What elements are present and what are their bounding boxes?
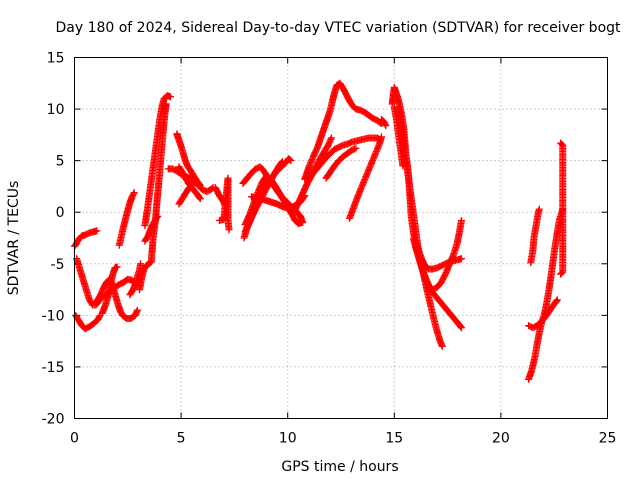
- data-series: [147, 100, 170, 266]
- data-point-marker: [129, 190, 137, 198]
- data-series: [175, 179, 198, 208]
- data-series: [301, 79, 386, 183]
- data-series: [141, 92, 174, 230]
- y-tick-label: 15: [47, 51, 65, 67]
- data-point-marker: [381, 120, 389, 128]
- y-tick-label: -20: [42, 412, 65, 428]
- data-point-marker: [438, 342, 446, 350]
- data-point-marker: [553, 296, 561, 304]
- data-point-marker: [553, 297, 561, 305]
- x-tick-label: 10: [279, 431, 297, 447]
- y-tick-label: -15: [42, 360, 65, 376]
- data-point-marker: [225, 226, 233, 234]
- data-point-marker: [378, 133, 386, 141]
- data-series: [322, 144, 360, 182]
- data-series: [412, 243, 465, 332]
- data-point-marker: [278, 159, 286, 167]
- data-series: [215, 174, 233, 234]
- data-point-marker: [196, 195, 204, 203]
- data-point-marker: [189, 180, 197, 188]
- data-point-marker: [278, 158, 286, 166]
- x-axis-label: GPS time / hours: [281, 459, 398, 475]
- y-tick-label: -5: [51, 257, 65, 273]
- data-point-marker: [166, 93, 174, 101]
- y-tick-label: 10: [47, 102, 65, 118]
- data-point-marker: [113, 263, 121, 271]
- data-point-marker: [558, 269, 566, 277]
- data-point-marker: [457, 323, 465, 331]
- data-point-marker: [557, 270, 565, 278]
- data-point-marker: [130, 189, 138, 197]
- data-point-marker: [535, 205, 543, 213]
- data-point-marker: [162, 100, 170, 108]
- data-points: [71, 79, 567, 383]
- data-point-marker: [457, 216, 465, 224]
- data-point-marker: [352, 144, 360, 152]
- y-axis-label: SDTVAR / TECUs: [6, 181, 22, 296]
- plot-frame: [74, 57, 608, 419]
- x-tick-label: 25: [599, 431, 617, 447]
- data-point-marker: [327, 134, 335, 142]
- data-point-marker: [286, 156, 294, 164]
- x-tick-label: 15: [385, 431, 403, 447]
- chart-title: Day 180 of 2024, Sidereal Day-to-day VTE…: [55, 20, 621, 36]
- data-series: [525, 296, 561, 332]
- data-series: [115, 189, 138, 249]
- data-series: [239, 163, 307, 227]
- data-series: [290, 134, 335, 216]
- data-point-marker: [195, 180, 203, 188]
- data-point-marker: [382, 122, 390, 130]
- data-series: [141, 212, 162, 245]
- data-series: [395, 103, 446, 350]
- data-series: [557, 139, 567, 278]
- axis-ticks: 0 5 10 15 20 25 -20 -15 -10 -5 0 5 10 15: [42, 51, 617, 447]
- x-tick-label: 20: [492, 431, 510, 447]
- data-point-marker: [457, 255, 465, 263]
- data-point-marker: [196, 194, 204, 202]
- data-series: [98, 263, 121, 317]
- y-tick-label: 5: [56, 154, 65, 170]
- data-point-marker: [133, 306, 141, 314]
- y-tick-label: 0: [56, 205, 65, 221]
- data-point-marker: [153, 214, 161, 222]
- data-series: [527, 205, 543, 267]
- data-point-marker: [287, 157, 295, 165]
- data-point-marker: [299, 219, 307, 227]
- data-series: [346, 133, 386, 222]
- x-tick-label: 5: [177, 431, 186, 447]
- data-point-marker: [154, 212, 162, 220]
- data-point-marker: [196, 181, 204, 189]
- data-series: [378, 115, 390, 130]
- data-series: [71, 227, 101, 250]
- data-point-marker: [351, 145, 359, 153]
- data-point-marker: [93, 227, 101, 235]
- x-tick-label: 0: [70, 431, 79, 447]
- data-point-marker: [457, 324, 465, 332]
- data-series: [72, 311, 104, 333]
- data-point-marker: [190, 179, 198, 187]
- data-point-marker: [137, 260, 145, 268]
- data-series: [173, 130, 204, 189]
- y-tick-label: -10: [42, 308, 65, 324]
